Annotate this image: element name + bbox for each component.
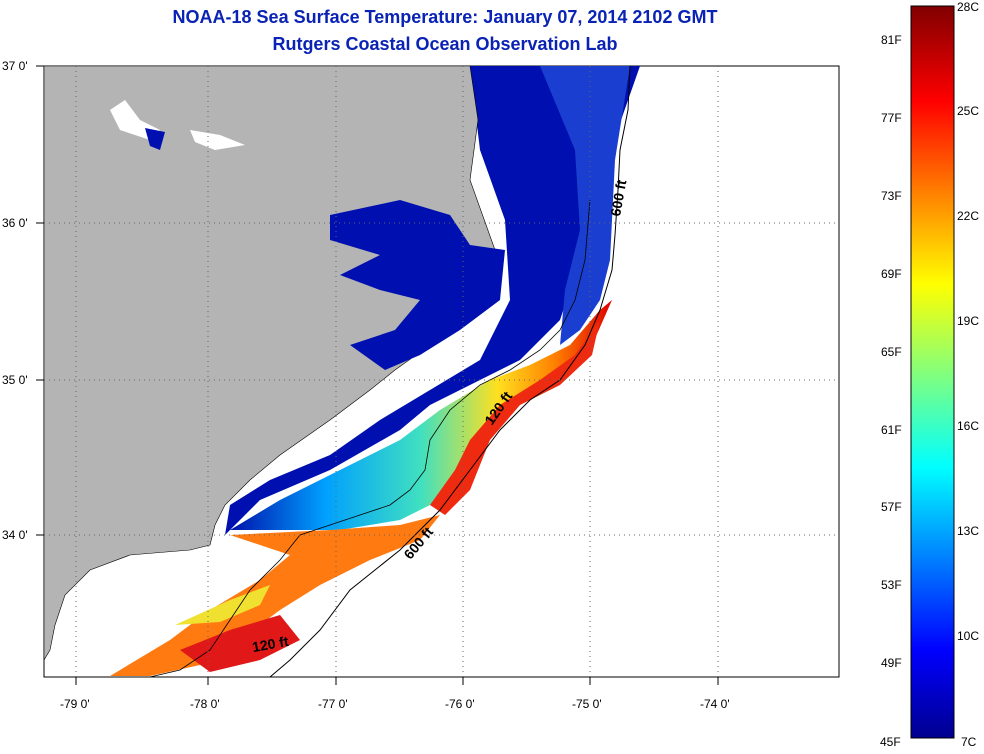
colorbar-c-label: 16C: [957, 419, 980, 433]
albemarle-lakes: [110, 100, 245, 150]
axis-ticks: [36, 65, 719, 685]
colorbar-f-label: 61F: [881, 423, 902, 437]
colorbar-f-label: 53F: [881, 578, 902, 592]
colorbar-c-label: 19C: [957, 314, 980, 328]
sst-shelf-band: [230, 300, 612, 530]
colorbar-c-label: 22C: [957, 209, 980, 223]
colorbar-f-label: 45F: [880, 735, 901, 749]
colorbar-gradient: [910, 5, 955, 739]
sst-offshore-blue: [540, 66, 630, 345]
lat-label: 36 0': [2, 216, 28, 230]
sst-south-hot: [180, 615, 300, 672]
pamlico-sound: [330, 200, 505, 370]
colorbar-f-label: 77F: [881, 111, 902, 125]
inland-blue: [145, 128, 165, 150]
lon-label: -74 0': [700, 697, 730, 711]
colorbar-c-label: 25C: [957, 104, 980, 118]
lon-label: -77 0': [318, 697, 348, 711]
sst-south-water: [110, 515, 440, 676]
lat-label: 35 0': [2, 373, 28, 387]
lon-label: -79 0': [60, 697, 90, 711]
sst-cold-water: [225, 66, 640, 535]
colorbar-c-label: 13C: [957, 524, 980, 538]
lon-label: -76 0': [445, 697, 475, 711]
lon-label: -78 0': [190, 697, 220, 711]
contour-120ft: [149, 199, 591, 678]
colorbar-c-label: 10C: [957, 629, 980, 643]
colorbar-f-label: 65F: [881, 345, 902, 359]
colorbar-f-label: 81F: [881, 33, 902, 47]
colorbar-f-label: 69F: [881, 267, 902, 281]
colorbar-f-label: 49F: [881, 656, 902, 670]
map-title: NOAA-18 Sea Surface Temperature: January…: [172, 7, 718, 27]
colorbar-f-label: 57F: [881, 500, 902, 514]
contour-600ft-north: [269, 65, 631, 678]
lat-label: 34 0': [2, 528, 28, 542]
colorbar-c-label: 28C: [957, 0, 980, 14]
colorbar-f-label: 73F: [881, 189, 902, 203]
graticule: [44, 66, 839, 677]
colorbar-c-label: 7C: [961, 735, 977, 749]
lon-label: -75 0': [572, 697, 602, 711]
lat-label: 37 0': [2, 59, 28, 73]
map-subtitle: Rutgers Coastal Ocean Observation Lab: [272, 34, 618, 54]
